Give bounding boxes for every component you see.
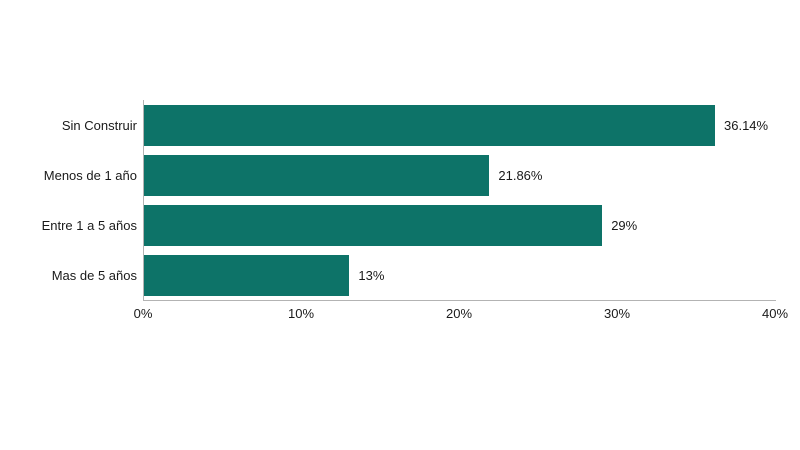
bar: [144, 254, 350, 296]
category-labels: Sin Construir Menos de 1 año Entre 1 a 5 a…: [0, 100, 137, 300]
bar-row: 21.86%: [144, 150, 776, 200]
bar-value-label: 21.86%: [498, 167, 543, 183]
plot-area: 36.14% 21.86% 29% 13%: [143, 100, 776, 301]
category-label: Sin Construir: [61, 117, 137, 133]
category-label: Entre 1 a 5 años: [41, 217, 137, 233]
bar-row: 13%: [144, 250, 776, 300]
category-label: Menos de 1 año: [43, 167, 137, 183]
x-tick-label: 40%: [761, 306, 789, 321]
bar-row: 29%: [144, 200, 776, 250]
bar: [144, 204, 603, 246]
bar: [144, 104, 715, 146]
x-tick-label: 20%: [445, 306, 473, 321]
bar-row: 36.14%: [144, 100, 776, 150]
x-axis: 0% 10% 20% 30% 40%: [134, 301, 788, 323]
bar-value-label: 13%: [358, 267, 385, 283]
x-tick-label: 0%: [133, 306, 153, 321]
x-tick-label: 10%: [287, 306, 315, 321]
bar-value-label: 36.14%: [724, 117, 769, 133]
bar-value-label: 29%: [611, 217, 638, 233]
category-label: Mas de 5 años: [51, 267, 137, 283]
bar: [144, 154, 490, 196]
x-tick-label: 30%: [603, 306, 631, 321]
